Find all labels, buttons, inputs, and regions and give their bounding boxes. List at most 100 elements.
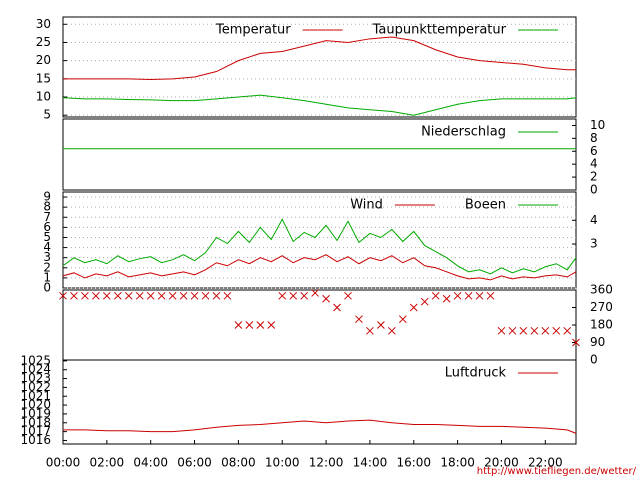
y-tick-label: 6 <box>590 144 598 158</box>
y2-tick-label: 4 <box>590 213 598 227</box>
series-line <box>63 36 576 81</box>
x-tick-label: 20:00 <box>484 456 519 470</box>
y-tick-label: 1017 <box>20 424 51 438</box>
point <box>81 291 89 300</box>
y-tick-label: 360 <box>590 283 613 297</box>
x-tick-label: 22:00 <box>528 456 563 470</box>
point <box>563 326 572 335</box>
point <box>157 291 166 300</box>
y-tick-label: 0 <box>590 353 598 367</box>
point <box>70 291 78 300</box>
panel-frame <box>62 118 577 191</box>
point <box>333 303 341 312</box>
point <box>508 326 517 335</box>
panel-frame <box>62 359 577 445</box>
series-line <box>63 419 577 434</box>
y-tick-label: 1024 <box>20 362 51 376</box>
point <box>541 326 550 335</box>
y-tick-label: 1023 <box>20 371 51 385</box>
x-tick-label: 14:00 <box>353 456 388 470</box>
legend-label: Luftdruck <box>445 366 507 381</box>
y-tick-label: 4 <box>590 157 598 171</box>
legend-label: Taupunkttemperatur <box>372 23 507 38</box>
credit: http://www.tiefliegen.de/wetter/ <box>477 466 637 477</box>
y-tick-label: 1021 <box>20 389 51 403</box>
point <box>322 294 330 303</box>
point <box>530 326 539 335</box>
point <box>223 291 232 300</box>
y-tick-label: 0 <box>43 281 51 295</box>
y-tick-label: 8 <box>590 131 598 145</box>
y-tick-label: 20 <box>36 53 51 67</box>
y-tick-label: 10 <box>36 90 51 104</box>
x-tick-label: 18:00 <box>440 456 475 470</box>
series-line <box>62 218 577 275</box>
y-tick-label: 10 <box>590 118 605 132</box>
point <box>497 326 506 335</box>
y-tick-label: 90 <box>590 335 605 349</box>
point <box>289 291 298 300</box>
point <box>201 291 210 300</box>
y-tick-label: 1018 <box>20 415 51 429</box>
legend-label: Niederschlag <box>421 125 506 140</box>
y-tick-label: 30 <box>36 17 51 31</box>
legend-label: Temperatur <box>215 23 291 38</box>
point <box>124 291 133 300</box>
point <box>311 289 319 297</box>
point <box>475 291 484 300</box>
point <box>234 321 243 329</box>
point <box>409 303 418 312</box>
point <box>146 291 155 300</box>
series-line <box>62 94 577 116</box>
point <box>486 291 495 300</box>
y-tick-label: 2 <box>590 170 598 184</box>
point <box>464 291 473 300</box>
y-tick-label: 4 <box>43 240 51 254</box>
y-tick-label: 3 <box>43 250 51 264</box>
series-line <box>62 254 577 281</box>
legend-label: Wind <box>350 198 383 213</box>
point <box>212 291 221 300</box>
point <box>135 291 144 300</box>
y-tick-label: 1022 <box>20 380 51 394</box>
x-tick-label: 12:00 <box>309 456 344 470</box>
y-tick-label: 5 <box>43 230 51 244</box>
point <box>387 326 396 335</box>
point <box>344 291 352 300</box>
x-tick-label: 08:00 <box>221 456 256 470</box>
point <box>113 291 122 300</box>
point <box>300 291 309 300</box>
y-tick-label: 1020 <box>20 398 51 412</box>
point <box>552 326 561 335</box>
x-tick-label: 16:00 <box>396 456 431 470</box>
y-tick-label: 25 <box>36 35 51 49</box>
point <box>59 291 67 300</box>
point <box>366 326 374 335</box>
x-tick-label: 02:00 <box>90 456 125 470</box>
point <box>102 291 111 300</box>
x-tick-label: 00:00 <box>46 456 81 470</box>
y-tick-label: 270 <box>590 300 613 314</box>
y-tick-label: 6 <box>43 220 51 234</box>
point <box>519 326 528 335</box>
point <box>278 291 287 300</box>
legend-label: Boeen <box>465 198 506 213</box>
point <box>245 321 254 329</box>
y-tick-label: 7 <box>43 210 51 224</box>
point <box>256 321 265 329</box>
point <box>420 297 429 306</box>
panel-frame <box>62 289 577 361</box>
y-tick-label: 5 <box>43 108 51 122</box>
point <box>431 291 440 300</box>
point <box>179 291 188 300</box>
y-tick-label: 180 <box>590 318 613 332</box>
point <box>453 291 462 300</box>
point <box>190 291 199 300</box>
point <box>442 294 451 303</box>
y-tick-label: 8 <box>43 200 51 214</box>
point <box>398 315 407 324</box>
y-tick-label: 0 <box>590 183 598 197</box>
point <box>355 315 363 324</box>
y-tick-label: 1019 <box>20 406 51 420</box>
